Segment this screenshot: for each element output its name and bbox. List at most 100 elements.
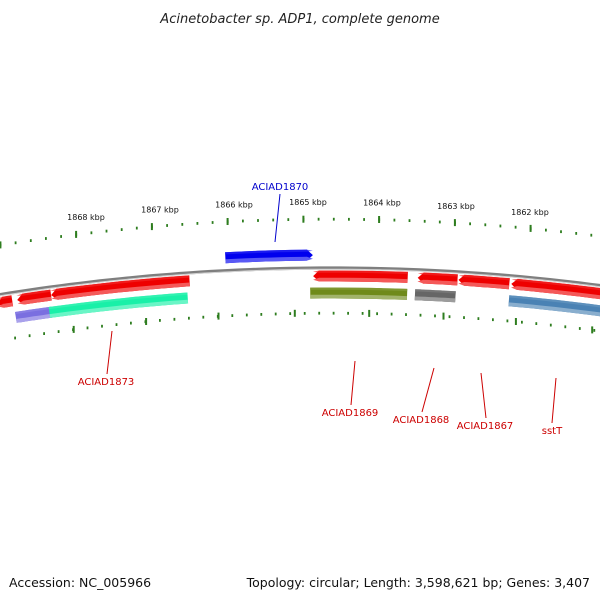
inner-tick-minor bbox=[43, 332, 45, 335]
label-sstT: sstT bbox=[542, 426, 563, 437]
outer-tick-minor bbox=[469, 222, 471, 226]
tick-label: 1864 kbp bbox=[363, 199, 401, 208]
outer-tick-major bbox=[150, 223, 153, 231]
accession-text: Accession: NC_005966 bbox=[9, 575, 152, 590]
outer-tick-minor bbox=[45, 237, 47, 240]
outer-tick-minor bbox=[60, 235, 62, 238]
outer-tick-minor bbox=[14, 241, 17, 245]
gene-reverse-3 bbox=[50, 275, 190, 300]
inner-tick-minor bbox=[303, 312, 306, 315]
inner-tick-minor bbox=[434, 314, 436, 318]
tick-label: 1862 kbp bbox=[511, 208, 549, 217]
inner-tick-minor bbox=[57, 330, 60, 333]
label-ACIAD1869: ACIAD1869 bbox=[322, 408, 379, 419]
inner-tick-minor bbox=[86, 326, 89, 330]
outer-tick-minor bbox=[423, 219, 426, 223]
outer-tick-minor bbox=[332, 217, 335, 221]
label-ACIAD1873-leader bbox=[106, 330, 113, 375]
inner-tick-major bbox=[72, 325, 75, 333]
outer-tick-minor bbox=[120, 228, 123, 231]
outer-tick-minor bbox=[408, 219, 411, 222]
inner-tick-minor bbox=[260, 313, 263, 316]
inner-tick-minor bbox=[14, 336, 16, 340]
inner-tick-minor bbox=[332, 311, 335, 315]
outer-tick-minor bbox=[363, 218, 365, 221]
outer-tick-minor bbox=[514, 225, 517, 229]
inner-tick-minor bbox=[347, 311, 349, 315]
inner-tick-minor bbox=[578, 327, 581, 330]
gene-forward-ACIAD1870 bbox=[225, 249, 313, 264]
tick-label: 1867 kbp bbox=[141, 205, 179, 214]
gene-reverse-5 bbox=[417, 272, 458, 286]
tick-label: 1865 kbp bbox=[289, 198, 327, 207]
outer-tick-minor bbox=[242, 219, 244, 223]
outer-tick-minor bbox=[211, 221, 214, 224]
label-ACIAD1867-leader bbox=[480, 372, 487, 419]
inner-tick-minor bbox=[405, 313, 407, 316]
gene-secondary-1 bbox=[15, 306, 53, 323]
outer-tick-minor bbox=[484, 223, 487, 227]
outer-tick-minor bbox=[287, 218, 290, 221]
inner-tick-major bbox=[145, 318, 148, 325]
outer-tick-minor bbox=[181, 223, 184, 226]
outer-tick-minor bbox=[545, 228, 547, 232]
inner-tick-minor bbox=[231, 314, 234, 317]
genome-backbone bbox=[0, 266, 600, 297]
gene-reverse-2 bbox=[16, 289, 52, 305]
outer-tick-minor bbox=[317, 217, 320, 221]
outer-tick-major bbox=[453, 219, 456, 227]
inner-tick-minor bbox=[506, 319, 509, 323]
outer-tick-minor bbox=[575, 232, 578, 235]
outer-tick-major bbox=[226, 218, 229, 225]
map-title: Acinetobacter sp. ADP1, complete genome bbox=[159, 12, 439, 27]
tick-label: 1863 kbp bbox=[437, 202, 475, 211]
outer-tick-minor bbox=[29, 239, 32, 242]
inner-tick-major bbox=[514, 318, 517, 325]
inner-tick-major bbox=[442, 312, 445, 320]
gene-reverse-1 bbox=[0, 295, 14, 309]
outer-tick-major bbox=[302, 215, 305, 223]
gene-ACIAD1873 bbox=[48, 292, 189, 318]
inner-tick-minor bbox=[101, 324, 103, 328]
inner-tick-minor bbox=[564, 325, 567, 329]
inner-tick-major bbox=[368, 309, 371, 317]
inner-tick-minor bbox=[390, 312, 393, 316]
outer-tick-minor bbox=[393, 218, 396, 222]
inner-tick-minor bbox=[521, 320, 523, 324]
tick-label: 1866 kbp bbox=[215, 200, 253, 209]
inner-tick-minor bbox=[463, 316, 465, 319]
inner-tick-minor bbox=[173, 317, 176, 321]
inner-tick-minor bbox=[593, 329, 596, 332]
outer-tick-minor bbox=[90, 231, 93, 235]
gene-reverse-7 bbox=[511, 278, 600, 300]
inner-tick-minor bbox=[419, 313, 422, 317]
outer-tick-minor bbox=[348, 217, 350, 221]
inner-tick-major bbox=[293, 309, 296, 317]
outer-tick-minor bbox=[257, 219, 259, 222]
outer-tick-minor bbox=[105, 229, 108, 233]
tick-labels: 1868 kbp 1867 kbp 1866 kbp 1865 kbp 1864 kbp… bbox=[67, 198, 549, 222]
label-ACIAD1869-leader bbox=[350, 360, 356, 406]
label-ACIAD1867: ACIAD1867 bbox=[457, 421, 514, 432]
outer-tick-minor bbox=[560, 230, 562, 234]
label-ACIAD1873: ACIAD1873 bbox=[78, 377, 135, 388]
tick-dots-outer bbox=[0, 215, 593, 249]
tick-dots-inner bbox=[14, 309, 596, 340]
inner-tick-minor bbox=[202, 315, 205, 319]
outer-tick-major bbox=[0, 241, 2, 249]
inner-tick-minor bbox=[274, 312, 277, 316]
outer-tick-minor bbox=[196, 222, 199, 225]
inner-tick-minor bbox=[245, 313, 248, 317]
outer-tick-minor bbox=[135, 226, 138, 230]
inner-tick-minor bbox=[130, 321, 132, 325]
outer-tick-major bbox=[378, 216, 381, 223]
inner-tick-minor bbox=[159, 319, 161, 322]
outer-tick-major bbox=[75, 230, 78, 238]
inner-tick-minor bbox=[376, 312, 378, 316]
inner-tick-minor bbox=[28, 334, 31, 338]
gene-reverse-4 bbox=[313, 270, 408, 283]
inner-tick-minor bbox=[289, 312, 292, 315]
inner-tick-minor bbox=[361, 312, 364, 315]
label-ACIAD1868: ACIAD1868 bbox=[393, 415, 450, 426]
outer-tick-minor bbox=[590, 233, 593, 237]
